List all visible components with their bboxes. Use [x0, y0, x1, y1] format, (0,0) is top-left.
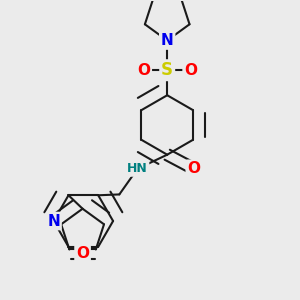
Text: O: O: [184, 63, 197, 78]
Text: O: O: [76, 246, 89, 261]
Text: O: O: [187, 161, 200, 176]
Text: N: N: [47, 214, 60, 229]
Text: S: S: [161, 61, 173, 79]
Text: O: O: [137, 63, 150, 78]
Text: N: N: [161, 33, 174, 48]
Text: HN: HN: [127, 162, 148, 175]
